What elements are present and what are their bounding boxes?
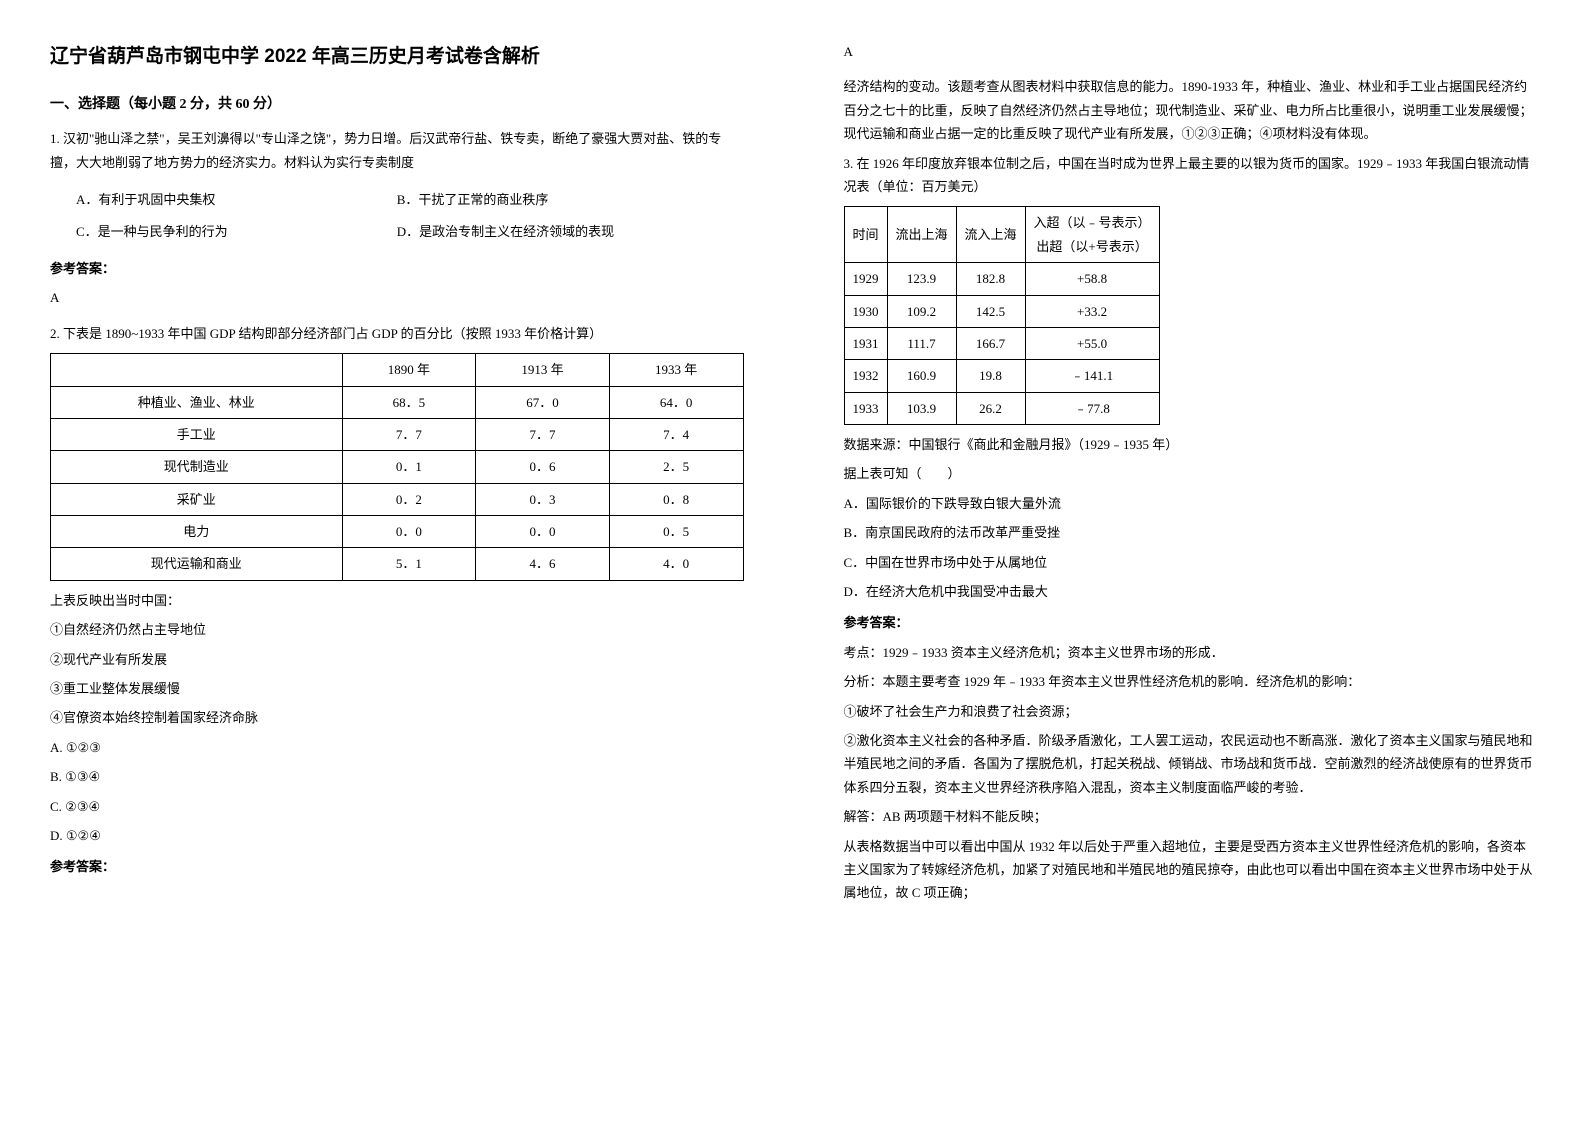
table-row: 手工业7．77．77．4: [51, 418, 744, 450]
q1-answer: A: [50, 286, 744, 309]
q2-answer: A: [844, 40, 1538, 63]
q2-stmt1: ①自然经济仍然占主导地位: [50, 618, 744, 641]
q2-h3: 1933 年: [609, 354, 743, 386]
q3-h3: 入超（以﹣号表示） 出超（以+号表示）: [1025, 207, 1159, 263]
q2-h0: [51, 354, 343, 386]
q3-text: 3. 在 1926 年印度放弃银本位制之后，中国在当时成为世界上最主要的以银为货…: [844, 152, 1538, 199]
table-row: 采矿业0．20．30．8: [51, 483, 744, 515]
q1-options: A．有利于巩固中央集权 B．干扰了正常的商业秩序 C．是一种与民争利的行为 D．…: [50, 184, 744, 247]
q1-option-b: B．干扰了正常的商业秩序: [397, 184, 744, 215]
table-row: 种植业、渔业、林业68．567．064．0: [51, 386, 744, 418]
q3-h1: 流出上海: [887, 207, 956, 263]
q1-answer-label: 参考答案：: [50, 257, 744, 280]
question-1: 1. 汉初"驰山泽之禁"，吴王刘濞得以"专山泽之饶"，势力日增。后汉武帝行盐、铁…: [50, 127, 744, 309]
document-title: 辽宁省葫芦岛市钢屯中学 2022 年高三历史月考试卷含解析: [50, 40, 744, 74]
q2-explanation: 经济结构的变动。该题考查从图表材料中获取信息的能力。1890-1933 年，种植…: [844, 75, 1538, 145]
q2-stmt3: ③重工业整体发展缓慢: [50, 677, 744, 700]
table-row: 现代制造业0．10．62．5: [51, 451, 744, 483]
q3-exp1: 考点：1929﹣1933 资本主义经济危机；资本主义世界市场的形成．: [844, 641, 1538, 664]
q2-stmt4: ④官僚资本始终控制着国家经济命脉: [50, 706, 744, 729]
q3-option-d: D．在经济大危机中我国受冲击最大: [844, 580, 1538, 603]
q3-exp2: 分析：本题主要考查 1929 年﹣1933 年资本主义世界性经济危机的影响．经济…: [844, 670, 1538, 693]
q2-table: 1890 年 1913 年 1933 年 种植业、渔业、林业68．567．064…: [50, 353, 744, 581]
q3-h0: 时间: [844, 207, 887, 263]
page-right: A 经济结构的变动。该题考查从图表材料中获取信息的能力。1890-1933 年，…: [794, 40, 1587, 1082]
table-row: 现代运输和商业5．14．64．0: [51, 548, 744, 580]
q1-option-a: A．有利于巩固中央集权: [50, 184, 397, 215]
q3-exp3: ①破坏了社会生产力和浪费了社会资源；: [844, 700, 1538, 723]
table-row: 1929123.9182.8+58.8: [844, 263, 1159, 295]
page-left: 辽宁省葫芦岛市钢屯中学 2022 年高三历史月考试卷含解析 一、选择题（每小题 …: [0, 40, 794, 1082]
q1-option-d: D．是政治专制主义在经济领域的表现: [397, 216, 744, 247]
q1-option-c: C．是一种与民争利的行为: [50, 216, 397, 247]
q3-exp5: 解答：AB 两项题干材料不能反映；: [844, 805, 1538, 828]
q2-answer-label: 参考答案：: [50, 855, 744, 878]
question-2: 2. 下表是 1890~1933 年中国 GDP 结构即部分经济部门占 GDP …: [50, 322, 744, 879]
q3-exp4: ②激化资本主义社会的各种矛盾．阶级矛盾激化，工人罢工运动，农民运动也不断高涨．激…: [844, 729, 1538, 799]
section-heading: 一、选择题（每小题 2 分，共 60 分）: [50, 92, 744, 117]
q2-stmt2: ②现代产业有所发展: [50, 648, 744, 671]
q2-option-a: A. ①②③: [50, 736, 744, 759]
q3-exp6: 从表格数据当中可以看出中国从 1932 年以后处于严重入超地位，主要是受西方资本…: [844, 835, 1538, 905]
q3-post: 据上表可知（ ）: [844, 462, 1538, 485]
q2-option-c: C. ②③④: [50, 795, 744, 818]
q3-table: 时间 流出上海 流入上海 入超（以﹣号表示） 出超（以+号表示） 1929123…: [844, 206, 1160, 425]
table-row: 1931111.7166.7+55.0: [844, 327, 1159, 359]
q3-h2: 流入上海: [956, 207, 1025, 263]
q2-h1: 1890 年: [342, 354, 476, 386]
q2-option-d: D. ①②④: [50, 824, 744, 847]
table-header-row: 1890 年 1913 年 1933 年: [51, 354, 744, 386]
q2-text: 2. 下表是 1890~1933 年中国 GDP 结构即部分经济部门占 GDP …: [50, 322, 744, 345]
q1-text: 1. 汉初"驰山泽之禁"，吴王刘濞得以"专山泽之饶"，势力日增。后汉武帝行盐、铁…: [50, 127, 744, 174]
table-row: 1932160.919.8﹣141.1: [844, 360, 1159, 392]
q3-option-b: B．南京国民政府的法币改革严重受挫: [844, 521, 1538, 544]
q2-option-b: B. ①③④: [50, 765, 744, 788]
q2-post: 上表反映出当时中国：: [50, 589, 744, 612]
table-row: 1933103.926.2﹣77.8: [844, 392, 1159, 424]
question-3: 3. 在 1926 年印度放弃银本位制之后，中国在当时成为世界上最主要的以银为货…: [844, 152, 1538, 905]
table-row: 1930109.2142.5+33.2: [844, 295, 1159, 327]
table-row: 电力0．00．00．5: [51, 516, 744, 548]
q3-option-a: A．国际银价的下跌导致白银大量外流: [844, 492, 1538, 515]
q2-h2: 1913 年: [476, 354, 610, 386]
q3-option-c: C．中国在世界市场中处于从属地位: [844, 551, 1538, 574]
q3-answer-label: 参考答案：: [844, 611, 1538, 634]
table-header-row: 时间 流出上海 流入上海 入超（以﹣号表示） 出超（以+号表示）: [844, 207, 1159, 263]
q3-source: 数据来源：中国银行《商此和金融月报》（1929﹣1935 年）: [844, 433, 1538, 456]
